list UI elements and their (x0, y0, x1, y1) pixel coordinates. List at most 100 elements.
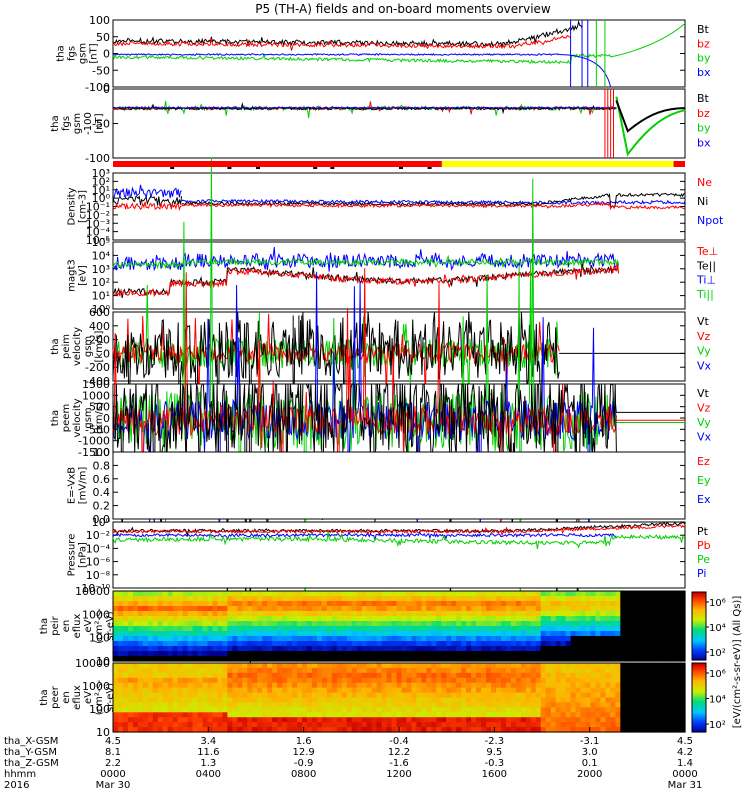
spectrogram-cell (292, 687, 298, 694)
legend-Pt: Pt (697, 525, 709, 538)
spectrogram-cell (147, 682, 154, 689)
spectrogram-cell (252, 641, 258, 647)
spectrogram-cell (331, 636, 338, 642)
spectrogram-cell (381, 616, 388, 622)
spectrogram-cell (416, 712, 422, 718)
legend-Bt: Bt (697, 23, 710, 36)
spectrogram-cell (416, 641, 422, 647)
spectrogram-cell (132, 651, 139, 657)
spectrogram-cell (361, 712, 368, 718)
spectrogram-cell (665, 636, 671, 642)
spectrogram-cell (610, 606, 616, 612)
spectrogram-cell (645, 636, 651, 642)
spectrogram-cell (391, 646, 398, 652)
spectrogram-cell (565, 651, 572, 657)
spectrogram-cell (451, 727, 457, 733)
spectrogram-cell (416, 682, 422, 689)
spectrogram-cell (331, 646, 338, 652)
spectrogram-cell (292, 663, 298, 669)
spectrogram-cell (665, 591, 671, 597)
colorbar-bottom-cell (692, 673, 706, 676)
spectrogram-cell (222, 656, 228, 662)
spectrogram-cell (625, 656, 631, 662)
spectrogram-cell (545, 621, 552, 627)
spectrogram-cell (665, 651, 671, 657)
spectrogram-cell (316, 596, 323, 602)
y-axis-label: [eV] (78, 265, 89, 286)
spectrogram-cell (172, 631, 179, 637)
spectrogram-cell (346, 621, 353, 627)
colorbar-bottom-frame (691, 662, 707, 733)
spectrogram-cell (451, 646, 457, 652)
y-axis-label: tha (50, 338, 61, 354)
spectrogram-cell (316, 672, 323, 679)
spectrogram-cell (525, 626, 532, 632)
spectrogram-cell (202, 626, 209, 632)
spectrogram-cell (386, 646, 393, 652)
series-pe (112, 531, 686, 550)
spectrogram-cell (461, 606, 467, 612)
legend-Ti⊥: Ti⊥ (696, 274, 716, 287)
spectrogram-cell (297, 606, 303, 612)
spectrogram-cell (660, 611, 666, 617)
spectrogram-cell (660, 621, 666, 627)
spectrogram-cell (476, 667, 482, 674)
spectrogram-cell (580, 591, 587, 597)
spectrogram-cell (595, 601, 602, 607)
spectrogram-cell (172, 682, 179, 689)
spectrogram-cell (545, 651, 552, 657)
spectrogram-cell (117, 626, 124, 632)
spectrogram-cell (177, 621, 184, 627)
spectrogram-cell (436, 656, 442, 662)
spectrogram-cell (207, 596, 214, 602)
spectrogram-cell (247, 646, 253, 652)
spectrogram-cell (381, 606, 388, 612)
spectrogram-cell (132, 692, 139, 699)
spectrogram-cell (346, 727, 353, 733)
colorbar-bottom-cell (692, 692, 706, 695)
spectrogram-cell (217, 702, 224, 708)
spectrogram-cell (515, 651, 522, 657)
spectrogram-cell (127, 663, 134, 669)
spectrogram-cell (297, 667, 303, 674)
spectrogram-cell (456, 601, 462, 607)
spectrogram-cell (481, 672, 487, 679)
spectrogram-cell (336, 722, 343, 728)
spectrogram-cell (361, 641, 368, 647)
spectrogram-cell (371, 606, 378, 612)
spectrogram-cell (585, 616, 592, 622)
spectrogram-cell (610, 651, 616, 657)
spectrogram-cell (306, 717, 313, 723)
spectrogram-cell (157, 636, 164, 642)
spectrogram-cell (122, 636, 129, 642)
spectrogram-cell (610, 596, 616, 602)
spectrogram-cell (640, 663, 646, 669)
spectrogram-cell (117, 727, 124, 733)
spectrogram-cell (267, 663, 273, 669)
spectrogram-cell (137, 667, 144, 674)
spectrogram-cell (545, 727, 552, 733)
spectrogram-cell (132, 687, 139, 694)
y-axis-label: gsm (78, 43, 89, 64)
spectrogram-cell (670, 656, 676, 662)
spectrogram-cell (540, 722, 547, 728)
spectrogram-cell (262, 591, 268, 597)
spectrogram-cell (391, 717, 398, 723)
spectrogram-cell (311, 651, 318, 657)
spectrogram-cell (122, 641, 129, 647)
y-tick-label: 10 (96, 726, 110, 739)
spectrogram-cell (242, 717, 248, 723)
spectrogram-cell (257, 682, 263, 689)
spectrogram-cell (242, 712, 248, 718)
spectrogram-cell (152, 682, 159, 689)
legend-Bt: Bt (697, 92, 710, 105)
spectrogram-cell (625, 677, 631, 684)
spectrogram-cell (237, 672, 243, 679)
spectrogram-cell (311, 663, 318, 669)
spectrogram-cell (113, 606, 119, 612)
spectrogram-cell (297, 692, 303, 699)
spectrogram-cell (287, 636, 293, 642)
z-gsm-value: 2.2 (105, 758, 121, 769)
spectrogram-cell (346, 601, 353, 607)
spectrogram-cell (545, 667, 552, 674)
